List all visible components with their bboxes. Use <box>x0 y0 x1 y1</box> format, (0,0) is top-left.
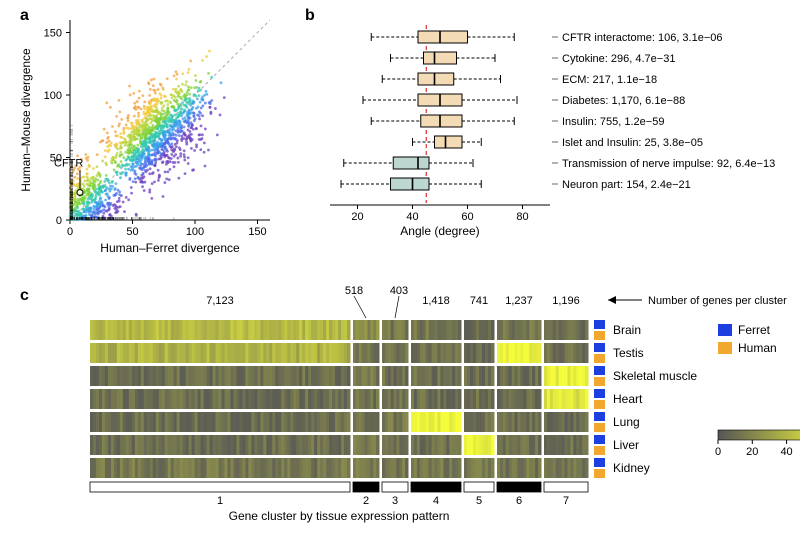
panel-b: b CFTR interactome: 106, 3.1e−06 Cytokine:… <box>305 7 775 238</box>
box <box>391 178 430 190</box>
cluster-bar <box>382 482 408 492</box>
legend-text: Human <box>738 341 777 355</box>
box-row-label: ECM: 217, 1.1e−18 <box>562 74 657 86</box>
cluster-bar <box>90 482 350 492</box>
species-chip <box>594 343 605 352</box>
species-chip <box>594 366 605 375</box>
gradient-bar <box>718 430 800 440</box>
box-row-label: Neuron part: 154, 2.4e−21 <box>562 179 691 191</box>
tissue-label: Testis <box>613 346 644 360</box>
xtick: 50 <box>126 226 138 238</box>
x-caption: Gene cluster by tissue expression patter… <box>229 509 450 523</box>
cluster-bar <box>544 482 588 492</box>
cluster-index: 3 <box>392 495 398 507</box>
cluster-count: 1,418 <box>422 295 450 307</box>
cluster-count-label: Number of genes per cluster <box>648 295 787 307</box>
species-chip <box>594 331 605 340</box>
gradient-tick: 40 <box>780 446 792 458</box>
cluster-count: 1,196 <box>552 295 580 307</box>
panel-a: a050100150050100150Human–Ferret divergen… <box>19 7 270 255</box>
box <box>418 73 454 85</box>
box <box>424 52 457 64</box>
ytick: 0 <box>56 215 62 227</box>
cluster-index: 6 <box>516 495 522 507</box>
panel-c-label: c <box>20 287 29 304</box>
cluster-index: 2 <box>363 495 369 507</box>
cluster-index: 7 <box>563 495 569 507</box>
panel-a-label: a <box>20 7 29 24</box>
tissue-label: Brain <box>613 323 641 337</box>
cluster-count: 7,123 <box>206 295 234 307</box>
box-row-label: Transmission of nerve impulse: 92, 6.4e−… <box>562 158 775 170</box>
ytick: 100 <box>44 90 62 102</box>
legend-swatch <box>718 324 732 336</box>
cluster-index: 4 <box>433 495 439 507</box>
cluster-bar <box>353 482 379 492</box>
xtick: 80 <box>516 211 528 223</box>
xtick: 150 <box>248 226 266 238</box>
box-row-label: CFTR interactome: 106, 3.1e−06 <box>562 32 723 44</box>
cluster-count: 1,237 <box>505 295 533 307</box>
ytick: 150 <box>44 28 62 40</box>
box-row-label: Cytokine: 296, 4.7e−31 <box>562 53 675 65</box>
box <box>435 136 463 148</box>
arrow-icon <box>608 296 616 304</box>
species-chip <box>594 320 605 329</box>
cluster-index: 1 <box>217 495 223 507</box>
tissue-label: Heart <box>613 392 643 406</box>
scatter-points <box>69 50 226 222</box>
species-chip <box>594 389 605 398</box>
species-chip <box>594 446 605 455</box>
xtick: 0 <box>67 226 73 238</box>
box-row-label: Diabetes: 1,170, 6.1e−88 <box>562 95 685 107</box>
figure-svg: a050100150050100150Human–Ferret divergen… <box>0 0 800 560</box>
cluster-count: 518 <box>345 285 363 297</box>
species-chip <box>594 458 605 467</box>
tissue-label: Kidney <box>613 461 650 475</box>
species-chip <box>594 354 605 363</box>
species-chip <box>594 400 605 409</box>
box <box>393 157 429 169</box>
species-chip <box>594 435 605 444</box>
cluster-index: 5 <box>476 495 482 507</box>
panel-c: c7,1235184031,4187411,2371,196Number of … <box>20 285 800 523</box>
species-chip <box>594 469 605 478</box>
species-chip <box>594 377 605 386</box>
x-axis-label: Angle (degree) <box>400 224 479 238</box>
cftr-label: CFTR <box>54 158 83 170</box>
tissue-label: Skeletal muscle <box>613 369 697 383</box>
xtick: 100 <box>186 226 204 238</box>
legend-text: Ferret <box>738 323 771 337</box>
panel-b-label: b <box>305 7 315 24</box>
box <box>418 31 468 43</box>
cluster-bar <box>411 482 461 492</box>
cluster-bar <box>464 482 494 492</box>
box-row-label: Islet and Insulin: 25, 3.8e−05 <box>562 137 703 149</box>
gradient-tick: 20 <box>746 446 758 458</box>
x-axis-label: Human–Ferret divergence <box>100 241 240 255</box>
xtick: 20 <box>351 211 363 223</box>
tissue-label: Lung <box>613 415 640 429</box>
cluster-count: 741 <box>470 295 488 307</box>
species-chip <box>594 423 605 432</box>
box-row-label: Insulin: 755, 1.2e−59 <box>562 116 664 128</box>
tissue-label: Liver <box>613 438 639 452</box>
gradient-tick: 0 <box>715 446 721 458</box>
xtick: 40 <box>406 211 418 223</box>
cluster-count: 403 <box>390 285 408 297</box>
box <box>421 115 462 127</box>
cluster-bar <box>497 482 541 492</box>
xtick: 60 <box>461 211 473 223</box>
species-chip <box>594 412 605 421</box>
y-axis-label: Human–Mouse divergence <box>19 48 33 192</box>
legend-swatch <box>718 342 732 354</box>
